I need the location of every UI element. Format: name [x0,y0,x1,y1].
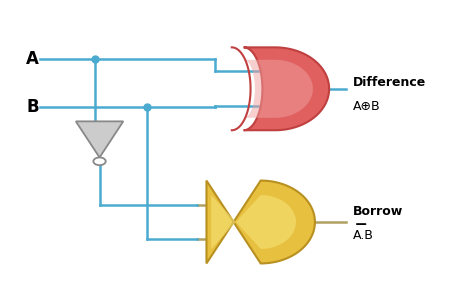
Polygon shape [244,47,329,130]
Text: Borrow: Borrow [353,205,403,218]
Polygon shape [207,181,315,263]
Text: A.B: A.B [353,229,374,242]
Circle shape [93,157,106,165]
Polygon shape [211,195,296,249]
Text: Difference: Difference [353,76,427,89]
Polygon shape [244,60,313,118]
Text: B: B [26,98,39,115]
Text: A⊕B: A⊕B [353,100,381,113]
Text: A: A [26,50,39,68]
Polygon shape [76,121,123,157]
